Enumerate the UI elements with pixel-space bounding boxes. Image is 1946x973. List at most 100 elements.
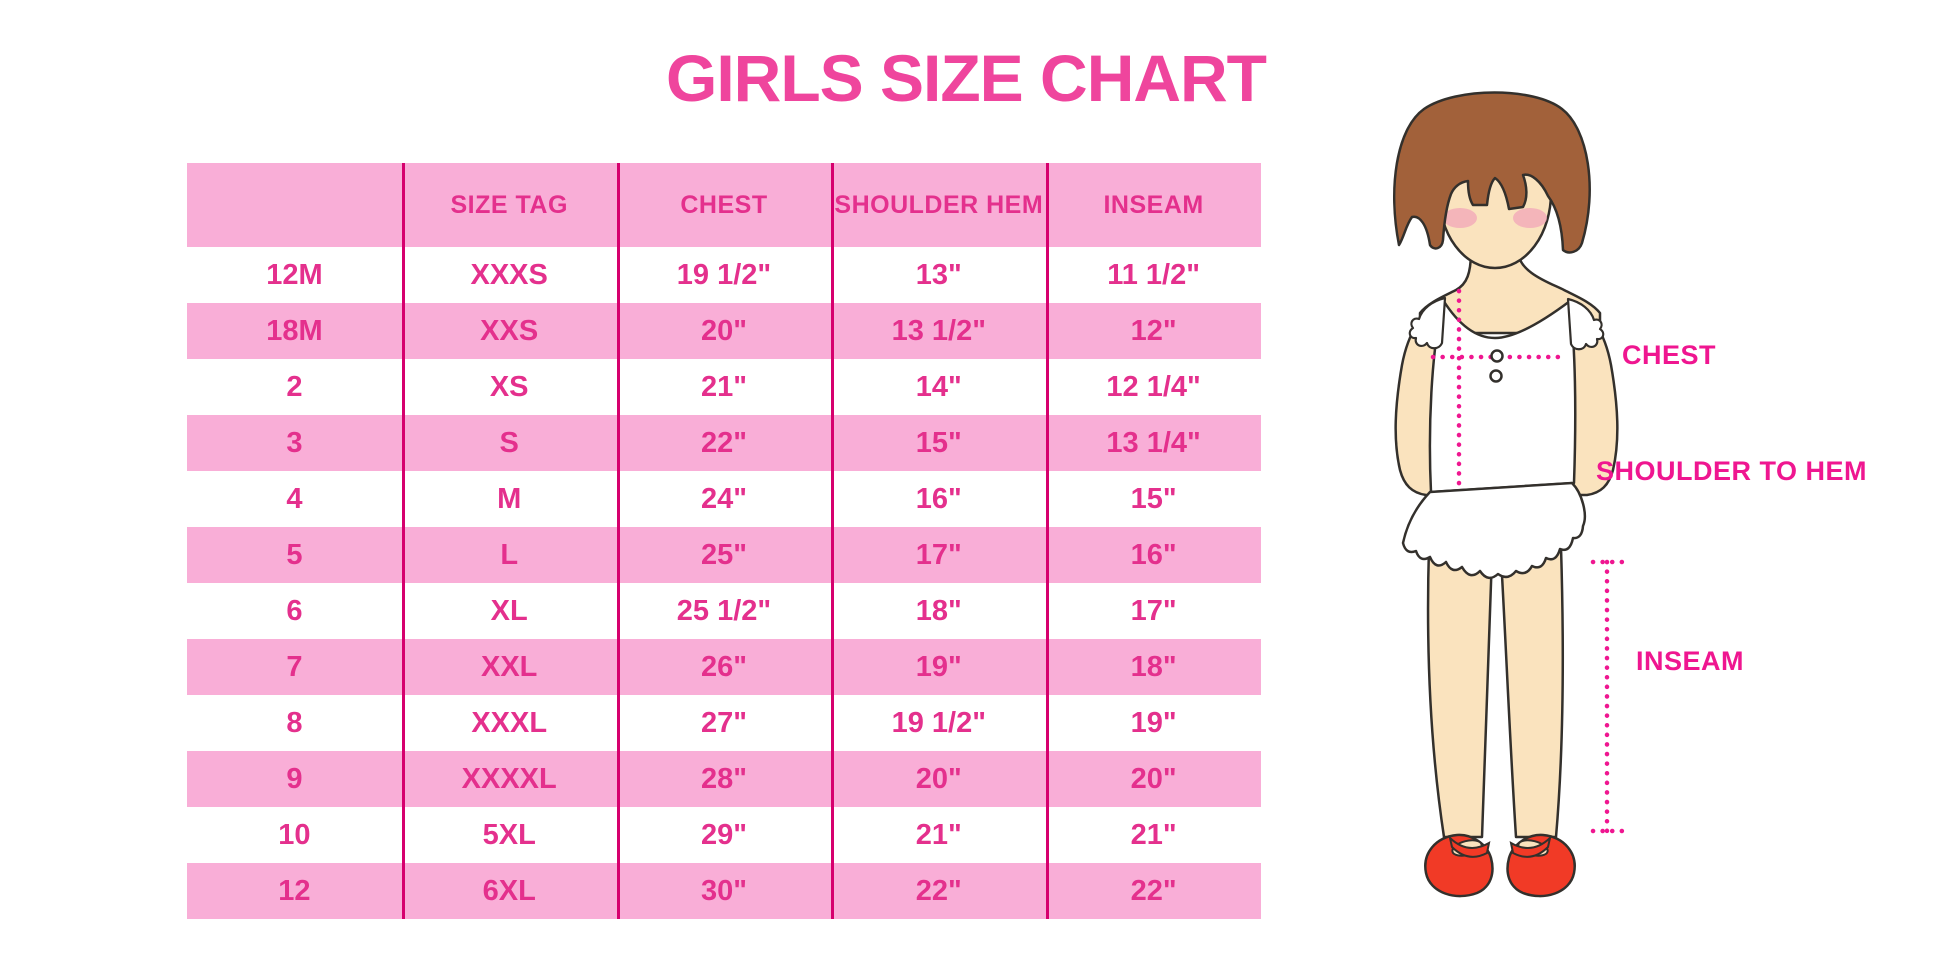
table-row: 6 XL 25 1/2" 18" 17" bbox=[187, 583, 1261, 639]
table-cell: 22" bbox=[616, 415, 832, 471]
table-cell: XXXL bbox=[401, 695, 617, 751]
table-row: 18M XXS 20" 13 1/2" 12" bbox=[187, 303, 1261, 359]
table-cell: 6XL bbox=[401, 863, 617, 919]
table-cell: 3 bbox=[187, 415, 402, 471]
girl-left-shoe bbox=[1424, 833, 1494, 898]
table-cell: 16" bbox=[1046, 527, 1261, 583]
table-cell: XXL bbox=[401, 639, 617, 695]
table-row: 8 XXXL 27" 19 1/2" 19" bbox=[187, 695, 1261, 751]
table-cell: 20" bbox=[1046, 751, 1261, 807]
chest-label: CHEST bbox=[1622, 340, 1717, 370]
table-cell: XXXXL bbox=[401, 751, 617, 807]
table-cell: 5 bbox=[187, 527, 402, 583]
table-cell: S bbox=[401, 415, 617, 471]
table-cell: 26" bbox=[616, 639, 832, 695]
header-cell: SIZE TAG bbox=[401, 163, 617, 247]
table-row: 4 M 24" 16" 15" bbox=[187, 471, 1261, 527]
table-cell: 18M bbox=[187, 303, 402, 359]
table-cell: 29" bbox=[616, 807, 832, 863]
table-cell: 8 bbox=[187, 695, 402, 751]
table-cell: 17" bbox=[1046, 583, 1261, 639]
table-cell: 11 1/2" bbox=[1046, 247, 1261, 303]
table-cell: 16" bbox=[831, 471, 1047, 527]
table-cell: 25 1/2" bbox=[616, 583, 832, 639]
header-cell: CHEST bbox=[616, 163, 832, 247]
table-cell: 19 1/2" bbox=[831, 695, 1047, 751]
table-cell: XS bbox=[401, 359, 617, 415]
table-cell: 15" bbox=[1046, 471, 1261, 527]
girl-skirt bbox=[1401, 481, 1587, 580]
table-cell: 22" bbox=[1046, 863, 1261, 919]
girl-left-blush bbox=[1443, 208, 1477, 228]
size-table-body: 12M XXXS 19 1/2" 13" 11 1/2" 18M XXS 20" 13 1/2"… bbox=[187, 247, 1261, 919]
header-cell: INSEAM bbox=[1046, 163, 1261, 247]
table-cell: 10 bbox=[187, 807, 402, 863]
table-row: 7 XXL 26" 19" 18" bbox=[187, 639, 1261, 695]
table-cell: 7 bbox=[187, 639, 402, 695]
table-cell: 19 1/2" bbox=[616, 247, 832, 303]
table-cell: 12 bbox=[187, 863, 402, 919]
girl-right-leg bbox=[1499, 545, 1565, 839]
table-row: 12 6XL 30" 22" 22" bbox=[187, 863, 1261, 919]
girl-top bbox=[1428, 298, 1577, 494]
table-row: 3 S 22" 15" 13 1/4" bbox=[187, 415, 1261, 471]
table-cell: 18" bbox=[1046, 639, 1261, 695]
table-cell: 24" bbox=[616, 471, 832, 527]
size-table-grid: SIZE TAG CHEST SHOULDER HEM INSEAM 12M XXXS 1… bbox=[187, 163, 1261, 919]
column-divider-4 bbox=[1046, 163, 1050, 919]
table-row: 9 XXXXL 28" 20" 20" bbox=[187, 751, 1261, 807]
table-cell: 12M bbox=[187, 247, 402, 303]
table-cell: 25" bbox=[616, 527, 832, 583]
table-cell: 13 1/2" bbox=[831, 303, 1047, 359]
column-divider-2 bbox=[616, 163, 620, 919]
table-cell: 12 1/4" bbox=[1046, 359, 1261, 415]
table-cell: 6 bbox=[187, 583, 402, 639]
table-row: 5 L 25" 17" 16" bbox=[187, 527, 1261, 583]
table-cell: 19" bbox=[1046, 695, 1261, 751]
table-cell: 17" bbox=[831, 527, 1047, 583]
inseam-label: INSEAM bbox=[1636, 646, 1745, 676]
table-cell: 27" bbox=[616, 695, 832, 751]
table-cell: 21" bbox=[616, 359, 832, 415]
girl-left-ruffle bbox=[1408, 296, 1447, 350]
girl-illustration bbox=[1393, 91, 1625, 898]
header-row: SIZE TAG CHEST SHOULDER HEM INSEAM bbox=[187, 163, 1261, 247]
header-cell bbox=[187, 163, 402, 247]
table-cell: M bbox=[401, 471, 617, 527]
girl-left-leg bbox=[1426, 545, 1494, 839]
girl-right-ruffle bbox=[1566, 297, 1605, 351]
girl-top-button-1 bbox=[1490, 349, 1504, 363]
table-row: 12M XXXS 19 1/2" 13" 11 1/2" bbox=[187, 247, 1261, 303]
table-cell: XL bbox=[401, 583, 617, 639]
table-cell: 18" bbox=[831, 583, 1047, 639]
girl-right-shoe bbox=[1506, 833, 1576, 898]
table-cell: 5XL bbox=[401, 807, 617, 863]
page-title: GIRLS SIZE CHART bbox=[665, 41, 1267, 115]
table-cell: 15" bbox=[831, 415, 1047, 471]
table-cell: 12" bbox=[1046, 303, 1261, 359]
table-cell: 19" bbox=[831, 639, 1047, 695]
table-cell: 30" bbox=[616, 863, 832, 919]
table-cell: 21" bbox=[831, 807, 1047, 863]
size-table: SIZE TAG CHEST SHOULDER HEM INSEAM 12M XXXS 1… bbox=[187, 163, 1261, 919]
girl-top-button-2 bbox=[1489, 369, 1503, 383]
table-cell: XXS bbox=[401, 303, 617, 359]
girl-right-blush bbox=[1513, 208, 1547, 228]
table-cell: 9 bbox=[187, 751, 402, 807]
table-cell: 21" bbox=[1046, 807, 1261, 863]
table-cell: 14" bbox=[831, 359, 1047, 415]
table-cell: 20" bbox=[616, 303, 832, 359]
table-cell: 4 bbox=[187, 471, 402, 527]
column-divider-3 bbox=[831, 163, 835, 919]
table-cell: XXXS bbox=[401, 247, 617, 303]
header-cell: SHOULDER HEM bbox=[831, 163, 1047, 247]
table-cell: 22" bbox=[831, 863, 1047, 919]
table-row: 2 XS 21" 14" 12 1/4" bbox=[187, 359, 1261, 415]
shoulder-to-hem-label: SHOULDER TO HEM bbox=[1596, 456, 1868, 486]
column-divider-1 bbox=[401, 163, 405, 919]
size-table-head: SIZE TAG CHEST SHOULDER HEM INSEAM bbox=[187, 163, 1261, 247]
table-cell: 20" bbox=[831, 751, 1047, 807]
table-row: 10 5XL 29" 21" 21" bbox=[187, 807, 1261, 863]
girl-hair bbox=[1393, 91, 1591, 254]
